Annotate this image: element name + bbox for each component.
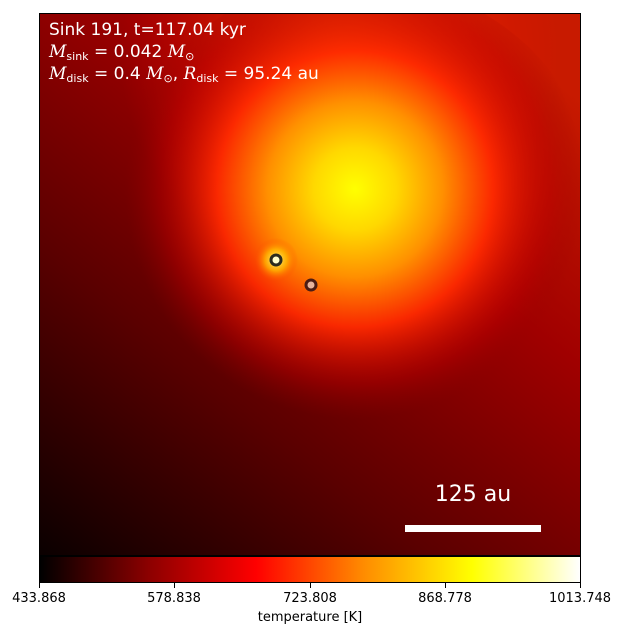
disk-radius-value: 95.24 (243, 64, 293, 84)
colorbar-label: temperature [K] (257, 610, 363, 625)
colorbar-tick (580, 583, 581, 588)
colorbar (39, 556, 581, 583)
au-unit: au (297, 64, 319, 84)
colorbar-tick-label: 868.778 (418, 591, 472, 606)
colorbar-tick (174, 583, 175, 588)
colorbar-tick-label: 433.868 (12, 591, 66, 606)
msun-unit: M (167, 42, 186, 62)
msun-unit-2: M (146, 64, 164, 84)
sink-title: Sink 191, t=117.04 kyr (49, 20, 246, 40)
sink-secondary-marker (304, 278, 318, 292)
sink-primary-marker (269, 253, 283, 267)
colorbar-tick (39, 583, 40, 588)
sink-mass-line: Msink = 0.042 M⊙ (49, 42, 195, 63)
temperature-map (39, 13, 581, 556)
colorbar-tick (310, 583, 311, 588)
colorbar-tick-label: 578.838 (147, 591, 201, 606)
sink-mass-value: 0.042 (113, 42, 163, 62)
temperature-field (40, 14, 580, 555)
disk-params-line: Mdisk = 0.4 M⊙, Rdisk = 95.24 au (49, 64, 319, 85)
colorbar-tick-label: 1013.748 (548, 591, 612, 606)
colorbar-tick (445, 583, 446, 588)
colorbar-tick-label: 723.808 (283, 591, 337, 606)
scalebar-label: 125 au (434, 482, 512, 507)
scalebar (405, 525, 541, 532)
disk-mass-value: 0.4 (113, 64, 141, 84)
